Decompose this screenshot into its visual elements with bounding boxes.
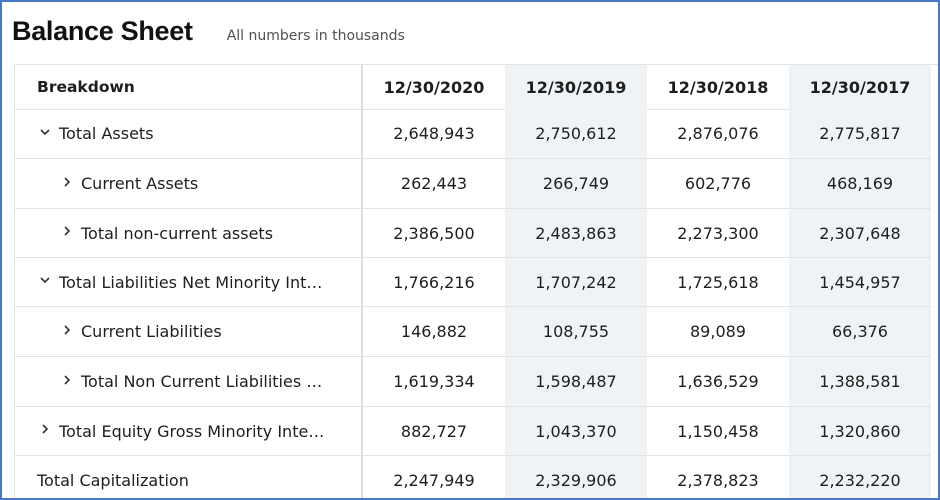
table-cell: 1,725,618 <box>677 272 759 292</box>
table-cell: 2,232,220 <box>789 456 931 498</box>
row-label-text: Total Equity Gross Minority Inte… <box>59 421 325 441</box>
table-cell: 266,749 <box>505 159 647 208</box>
table-cell: 2,750,612 <box>505 109 647 158</box>
table-row-total-capitalization: Total Capitalization 2,247,949 2,329,906… <box>15 456 931 498</box>
table-cell: 1,619,334 <box>393 372 475 391</box>
row-label-text: Total non-current assets <box>81 223 274 243</box>
table-cell: 2,386,500 <box>393 223 475 243</box>
table-row-total-equity: Total Equity Gross Minority Inte… 882,72… <box>15 407 931 456</box>
page-title: Balance Sheet <box>12 16 193 46</box>
row-label-text: Total Non Current Liabilities … <box>81 372 323 391</box>
table-cell: 1,150,458 <box>677 421 759 441</box>
column-header-2017: 12/30/2017 <box>789 65 931 109</box>
table-cell: 2,378,823 <box>677 470 759 490</box>
table-cell: 2,648,943 <box>393 124 475 143</box>
table-row-total-non-current-assets: Total non-current assets 2,386,500 2,483… <box>15 209 931 258</box>
table-cell: 1,388,581 <box>789 357 931 406</box>
balance-sheet-table: Breakdown 12/30/2020 12/30/2019 12/30/20… <box>14 64 938 498</box>
panel-header: Balance Sheet All numbers in thousands <box>12 16 405 47</box>
table-cell: 2,307,648 <box>789 209 931 257</box>
table-cell: 1,320,860 <box>789 407 931 455</box>
chevron-down-icon[interactable] <box>37 126 53 142</box>
table-row-total-liabilities: Total Liabilities Net Minority Int… 1,76… <box>15 258 931 307</box>
row-label-total-non-current-liabilities[interactable]: Total Non Current Liabilities … <box>15 357 363 406</box>
table-cell: 1,707,242 <box>505 258 647 306</box>
table-cell: 1,636,529 <box>677 372 759 391</box>
table-cell: 89,089 <box>690 322 746 341</box>
chevron-right-icon[interactable] <box>59 324 75 340</box>
table-cell: 146,882 <box>400 322 468 341</box>
table-row-current-liabilities: Current Liabilities 146,882 108,755 89,0… <box>15 307 931 357</box>
table-header-row: Breakdown 12/30/2020 12/30/2019 12/30/20… <box>15 65 931 110</box>
row-label-total-assets[interactable]: Total Assets <box>15 109 363 158</box>
row-label-total-liabilities[interactable]: Total Liabilities Net Minority Int… <box>15 258 363 306</box>
table-cell: 602,776 <box>684 174 752 193</box>
table-cell: 1,043,370 <box>505 407 647 455</box>
column-header-2020: 12/30/2020 <box>383 77 485 97</box>
column-header-2019: 12/30/2019 <box>505 65 647 109</box>
table-cell: 66,376 <box>789 307 931 356</box>
column-header-2018: 12/30/2018 <box>667 77 769 97</box>
table-cell: 2,273,300 <box>677 223 759 243</box>
table-cell: 2,775,817 <box>789 109 931 158</box>
table-cell: 1,598,487 <box>505 357 647 406</box>
table-cell: 2,247,949 <box>393 470 475 490</box>
table-cell: 1,766,216 <box>393 272 475 292</box>
chevron-right-icon[interactable] <box>59 176 75 192</box>
row-label-total-equity[interactable]: Total Equity Gross Minority Inte… <box>15 407 363 455</box>
table-cell: 468,169 <box>789 159 931 208</box>
table-cell: 1,454,957 <box>789 258 931 306</box>
table-row-current-assets: Current Assets 262,443 266,749 602,776 4… <box>15 159 931 209</box>
table-cell: 882,727 <box>400 421 468 441</box>
table-cell: 2,329,906 <box>505 456 647 498</box>
table-cell: 262,443 <box>400 174 468 193</box>
chevron-right-icon[interactable] <box>37 423 53 439</box>
row-label-text: Total Liabilities Net Minority Int… <box>59 272 323 292</box>
chevron-down-icon[interactable] <box>37 274 53 290</box>
row-label-total-non-current-assets[interactable]: Total non-current assets <box>15 209 363 257</box>
row-label-total-capitalization: Total Capitalization <box>15 456 363 498</box>
row-label-text: Total Assets <box>59 124 154 143</box>
table-row-total-non-current-liabilities: Total Non Current Liabilities … 1,619,33… <box>15 357 931 407</box>
row-label-text: Current Assets <box>81 174 199 193</box>
table-cell: 108,755 <box>505 307 647 356</box>
row-label-current-liabilities[interactable]: Current Liabilities <box>15 307 363 356</box>
units-note: All numbers in thousands <box>226 28 405 44</box>
table-row-total-assets: Total Assets 2,648,943 2,750,612 2,876,0… <box>15 109 931 159</box>
breakdown-header: Breakdown <box>15 65 363 109</box>
table-cell: 2,483,863 <box>505 209 647 257</box>
chevron-right-icon[interactable] <box>59 225 75 241</box>
chevron-right-icon[interactable] <box>59 374 75 390</box>
table-cell: 2,876,076 <box>677 124 759 143</box>
row-label-current-assets[interactable]: Current Assets <box>15 159 363 208</box>
row-label-text: Current Liabilities <box>81 322 222 341</box>
